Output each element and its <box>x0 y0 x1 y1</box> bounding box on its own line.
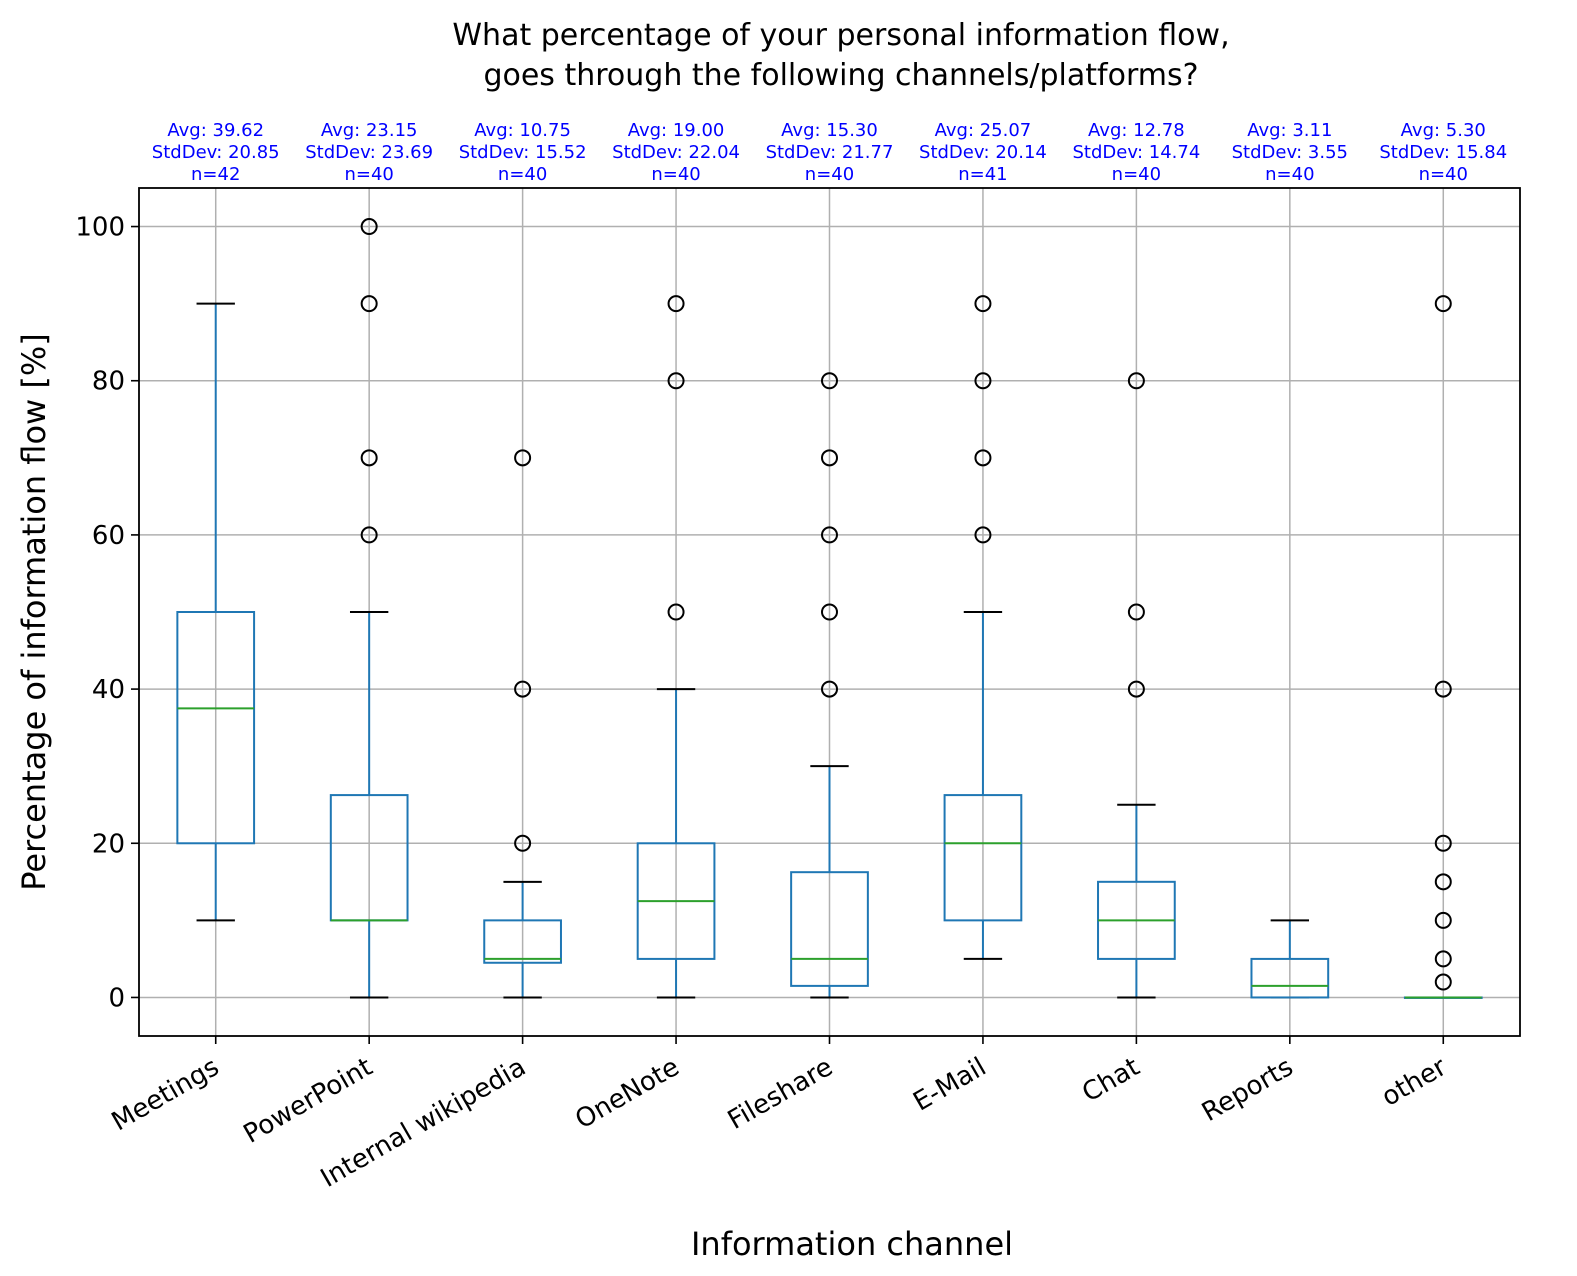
stats-label: n=40 <box>498 164 547 185</box>
outlier-point <box>667 372 685 390</box>
stats-label: StdDev: 21.77 <box>766 142 894 163</box>
outlier-point <box>821 680 838 698</box>
y-tick-label: 20 <box>92 829 125 859</box>
stats-label: StdDev: 20.85 <box>152 142 280 163</box>
outlier-point <box>667 603 685 621</box>
box-iqr <box>790 871 869 987</box>
outlier-point <box>821 526 838 544</box>
stats-label: Avg: 25.07 <box>935 120 1032 141</box>
chart-title-line-1: What percentage of your personal informa… <box>452 18 1229 53</box>
stats-label: StdDev: 22.04 <box>612 142 740 163</box>
stats-label: Avg: 23.15 <box>321 120 418 141</box>
outlier-point <box>1434 834 1452 852</box>
stats-label: Avg: 19.00 <box>628 120 725 141</box>
stats-label: Avg: 39.62 <box>167 120 264 141</box>
outlier-point <box>821 449 838 467</box>
outlier-point <box>1434 295 1452 313</box>
outlier-point <box>514 680 532 698</box>
stats-label: Avg: 5.30 <box>1401 120 1486 141</box>
box-iqr <box>1250 957 1330 999</box>
x-tick-label: OneNote <box>570 1052 684 1135</box>
y-axis-label: Percentage of information flow [%] <box>15 333 53 891</box>
stats-label: n=40 <box>344 164 393 185</box>
stats-label: StdDev: 15.84 <box>1379 142 1507 163</box>
outlier-point <box>360 449 378 467</box>
y-tick-label: 40 <box>92 675 125 705</box>
x-tick-label: Meetings <box>107 1052 225 1137</box>
plot-frame <box>138 187 1521 1037</box>
x-tick-label: Fileshare <box>723 1052 838 1136</box>
grid-lines <box>139 188 1520 1036</box>
outlier-point <box>974 372 992 390</box>
stats-label: Avg: 3.11 <box>1247 120 1332 141</box>
outlier-point <box>1127 680 1145 698</box>
y-tick-label: 100 <box>75 213 125 243</box>
boxes <box>176 218 1483 999</box>
stats-label: Avg: 15.30 <box>781 120 878 141</box>
x-tick-label: other <box>1377 1052 1452 1113</box>
outlier-point <box>360 526 378 544</box>
x-tick-label: E-Mail <box>908 1052 991 1117</box>
x-tick-label: PowerPoint <box>239 1052 378 1150</box>
stats-label: StdDev: 15.52 <box>459 142 587 163</box>
outlier-point <box>821 372 838 390</box>
stats-label: StdDev: 23.69 <box>305 142 433 163</box>
outlier-point <box>1127 603 1145 621</box>
box-iqr <box>483 919 562 964</box>
stats-label: n=40 <box>1112 164 1161 185</box>
outlier-point <box>1434 950 1452 968</box>
outlier-point <box>514 449 532 467</box>
outlier-point <box>1434 973 1452 991</box>
outlier-point <box>821 603 838 621</box>
stats-label: Avg: 12.78 <box>1088 120 1185 141</box>
y-tick-label: 60 <box>92 521 125 551</box>
outlier-point <box>1434 873 1452 891</box>
chart-title-line-2: goes through the following channels/plat… <box>483 58 1198 93</box>
outlier-point <box>1434 911 1452 929</box>
stats-label: n=40 <box>651 164 700 185</box>
outlier-point <box>514 834 532 852</box>
stats-label: n=40 <box>805 164 854 185</box>
stats-label: n=40 <box>1265 164 1314 185</box>
x-tick-label: Chat <box>1077 1052 1145 1108</box>
outlier-point <box>360 218 378 236</box>
stats-label: StdDev: 20.14 <box>919 142 1047 163</box>
box-iqr <box>943 794 1023 922</box>
outlier-point <box>974 526 992 544</box>
outlier-point <box>360 295 378 313</box>
y-tick-label: 80 <box>92 367 125 397</box>
stats-label: StdDev: 3.55 <box>1232 142 1348 163</box>
stats-label: StdDev: 14.74 <box>1072 142 1200 163</box>
outlier-point <box>1434 680 1452 698</box>
stats-label: n=40 <box>1419 164 1468 185</box>
y-tick-label: 0 <box>108 983 125 1013</box>
stats-label: n=41 <box>958 164 1007 185</box>
outlier-point <box>974 449 992 467</box>
outlier-point <box>1127 372 1145 390</box>
outlier-point <box>667 295 685 313</box>
stats-label: n=42 <box>191 164 240 185</box>
x-tick-label: Reports <box>1197 1052 1298 1128</box>
x-axis-label: Information channel <box>691 1225 1013 1263</box>
box-iqr <box>176 611 256 845</box>
stats-label: Avg: 10.75 <box>474 120 571 141</box>
outlier-point <box>974 295 992 313</box>
